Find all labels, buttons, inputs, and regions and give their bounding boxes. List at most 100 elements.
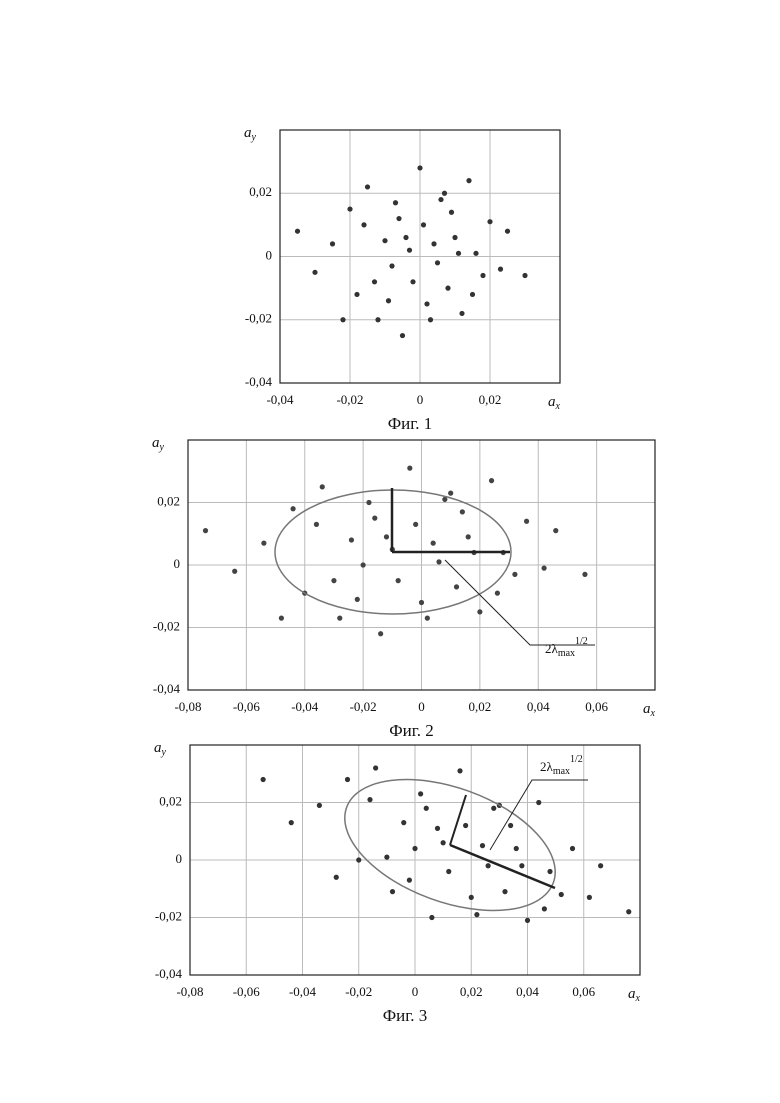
point: [454, 584, 459, 589]
point: [365, 184, 370, 189]
axis-label-sub: y: [251, 132, 257, 143]
axis-label-base: a: [244, 125, 252, 141]
point: [203, 528, 208, 533]
point: [487, 219, 492, 224]
point: [473, 251, 478, 256]
point: [331, 578, 336, 583]
point: [386, 298, 391, 303]
axis-label-base: a: [628, 986, 636, 1002]
point: [312, 270, 317, 275]
x-tick-label: 0,02: [469, 699, 492, 714]
point: [553, 528, 558, 533]
y-tick-label: -0,04: [245, 374, 273, 389]
caption: Фиг. 3: [383, 1006, 428, 1025]
point: [486, 863, 491, 868]
point: [431, 541, 436, 546]
point: [495, 591, 500, 596]
x-tick-label: -0,04: [291, 699, 319, 714]
point: [456, 251, 461, 256]
point: [431, 241, 436, 246]
y-tick-label: -0,02: [153, 618, 180, 633]
axis-label-base: a: [643, 701, 651, 717]
point: [355, 597, 360, 602]
point: [389, 263, 394, 268]
point: [337, 616, 342, 621]
point: [361, 562, 366, 567]
point: [417, 165, 422, 170]
point: [384, 534, 389, 539]
point: [279, 616, 284, 621]
point: [361, 222, 366, 227]
x-tick-label: -0,06: [233, 699, 261, 714]
point: [541, 566, 546, 571]
point: [435, 826, 440, 831]
y-tick-label: 0,02: [249, 184, 272, 199]
x-tick-label: -0,08: [174, 699, 201, 714]
point: [559, 892, 564, 897]
point: [419, 600, 424, 605]
x-tick-label: -0,02: [345, 984, 372, 999]
y-tick-label: -0,04: [155, 966, 183, 981]
point: [396, 578, 401, 583]
x-tick-label: 0,04: [527, 699, 550, 714]
caption: Фиг. 1: [388, 414, 433, 433]
point: [345, 777, 350, 782]
annotation-sub: max: [553, 766, 570, 777]
point: [480, 273, 485, 278]
point: [354, 292, 359, 297]
x-tick-label: -0,04: [289, 984, 317, 999]
point: [401, 820, 406, 825]
point: [542, 906, 547, 911]
point: [460, 509, 465, 514]
axis-label-sub: x: [635, 993, 641, 1004]
x-tick-label: 0,02: [460, 984, 483, 999]
y-tick-label: -0,02: [155, 908, 182, 923]
point: [441, 840, 446, 845]
point: [429, 915, 434, 920]
axis-label-sub: x: [555, 401, 561, 412]
annotation-sup: 1/2: [575, 636, 588, 647]
point: [261, 541, 266, 546]
point: [390, 889, 395, 894]
y-tick-label: -0,04: [153, 681, 181, 696]
y-tick-label: 0,02: [159, 793, 182, 808]
point: [536, 800, 541, 805]
point: [334, 875, 339, 880]
point: [508, 823, 513, 828]
point: [438, 197, 443, 202]
point: [373, 765, 378, 770]
point: [512, 572, 517, 577]
point: [367, 797, 372, 802]
x-tick-label: 0: [417, 392, 424, 407]
y-tick-label: 0,02: [157, 493, 180, 508]
point: [448, 491, 453, 496]
point: [330, 241, 335, 246]
point: [295, 229, 300, 234]
point: [514, 846, 519, 851]
point: [446, 869, 451, 874]
point: [384, 855, 389, 860]
y-tick-label: 0: [174, 556, 181, 571]
point: [470, 292, 475, 297]
point: [502, 889, 507, 894]
x-tick-label: 0,06: [572, 984, 595, 999]
x-tick-label: 0: [418, 699, 425, 714]
point: [435, 260, 440, 265]
annotation-base: 2λ: [545, 641, 559, 656]
axis-label-base: a: [152, 435, 160, 451]
point: [421, 222, 426, 227]
point: [436, 559, 441, 564]
point: [317, 803, 322, 808]
point: [489, 478, 494, 483]
point: [412, 846, 417, 851]
point: [428, 317, 433, 322]
point: [442, 191, 447, 196]
point: [459, 311, 464, 316]
annotation-sub: max: [558, 648, 575, 659]
point: [469, 895, 474, 900]
point: [474, 912, 479, 917]
point: [413, 522, 418, 527]
x-tick-label: -0,04: [266, 392, 294, 407]
point: [261, 777, 266, 782]
axis-label-sub: x: [650, 708, 656, 719]
